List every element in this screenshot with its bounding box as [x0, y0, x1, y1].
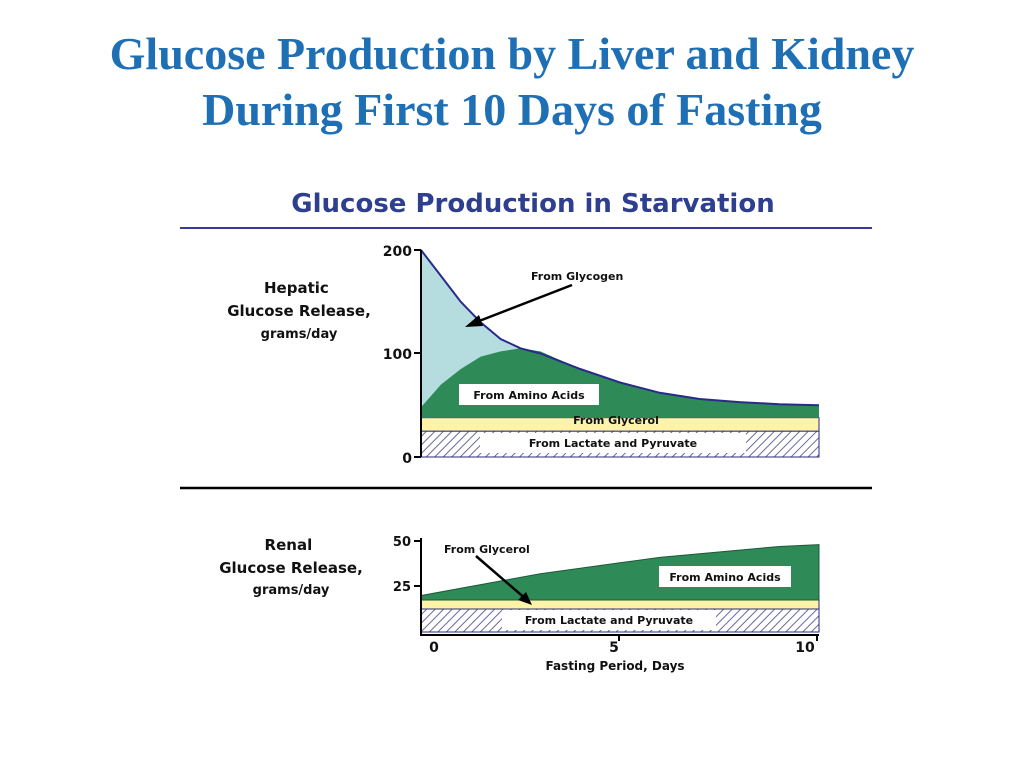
renal-glycerol-layer — [420, 599, 820, 610]
renal-panel: Renal Glucose Release, grams/day 50 25 0… — [219, 535, 820, 673]
hepatic-lactate-label: From Lactate and Pyruvate — [529, 437, 697, 450]
figure-title: Glucose Production in Starvation — [291, 189, 774, 219]
hepatic-total-line — [420, 249, 820, 407]
renal-xtick-label-5: 5 — [609, 640, 619, 656]
hepatic-glycogen-label: From Glycogen — [531, 270, 623, 283]
hepatic-amino-label: From Amino Acids — [473, 389, 585, 402]
renal-tick-label-25: 25 — [393, 580, 411, 595]
renal-lactate-label: From Lactate and Pyruvate — [525, 614, 693, 627]
hepatic-ylabel-line3: grams/day — [261, 327, 338, 342]
slide-title-line1: Glucose Production by Liver and Kidney — [109, 28, 915, 79]
renal-glycerol-arrow — [475, 555, 528, 601]
renal-ylabel-line2: Glucose Release, — [219, 559, 363, 577]
hepatic-glycogen-arrow — [473, 283, 573, 325]
hepatic-amino-label-box — [459, 384, 599, 405]
renal-ylabel-line1: Renal — [265, 536, 313, 554]
renal-glycerol-label: From Glycerol — [444, 543, 530, 556]
renal-ylabel-line3: grams/day — [253, 583, 330, 598]
svg-text:Hepatic Glucose Release,: Hepatic Glucose Release, — [227, 279, 371, 320]
hepatic-glycogen-arrowhead — [465, 315, 483, 327]
renal-xtick-label-0: 0 — [429, 640, 439, 656]
hepatic-tick-label-200: 200 — [383, 244, 412, 260]
renal-lactate-label-box — [502, 610, 716, 630]
renal-tick-label-50: 50 — [393, 535, 411, 550]
renal-xlabel: Fasting Period, Days — [545, 659, 684, 673]
hepatic-glycerol-label: From Glycerol — [573, 414, 659, 427]
hepatic-tick-label-100: 100 — [383, 347, 412, 363]
svg-text:Renal Glucose Release,: Renal Glucose Release, — [219, 536, 363, 577]
hepatic-ylabel-line1: Hepatic — [264, 279, 329, 297]
renal-amino-label-box — [659, 566, 791, 587]
hepatic-lactate-label-box — [480, 433, 746, 453]
hepatic-tick-label-0: 0 — [402, 451, 412, 467]
slide-title: Glucose Production by Liver and Kidney D… — [0, 26, 1024, 138]
slide-title-line2: During First 10 Days of Fasting — [202, 84, 822, 135]
renal-amino-label: From Amino Acids — [669, 571, 781, 584]
renal-xtick-label-10: 10 — [795, 640, 815, 656]
renal-glycerol-arrowhead — [518, 592, 532, 605]
hepatic-panel: Hepatic Glucose Release, grams/day 200 1… — [227, 244, 820, 467]
hepatic-ylabel-line2: Glucose Release, — [227, 302, 371, 320]
